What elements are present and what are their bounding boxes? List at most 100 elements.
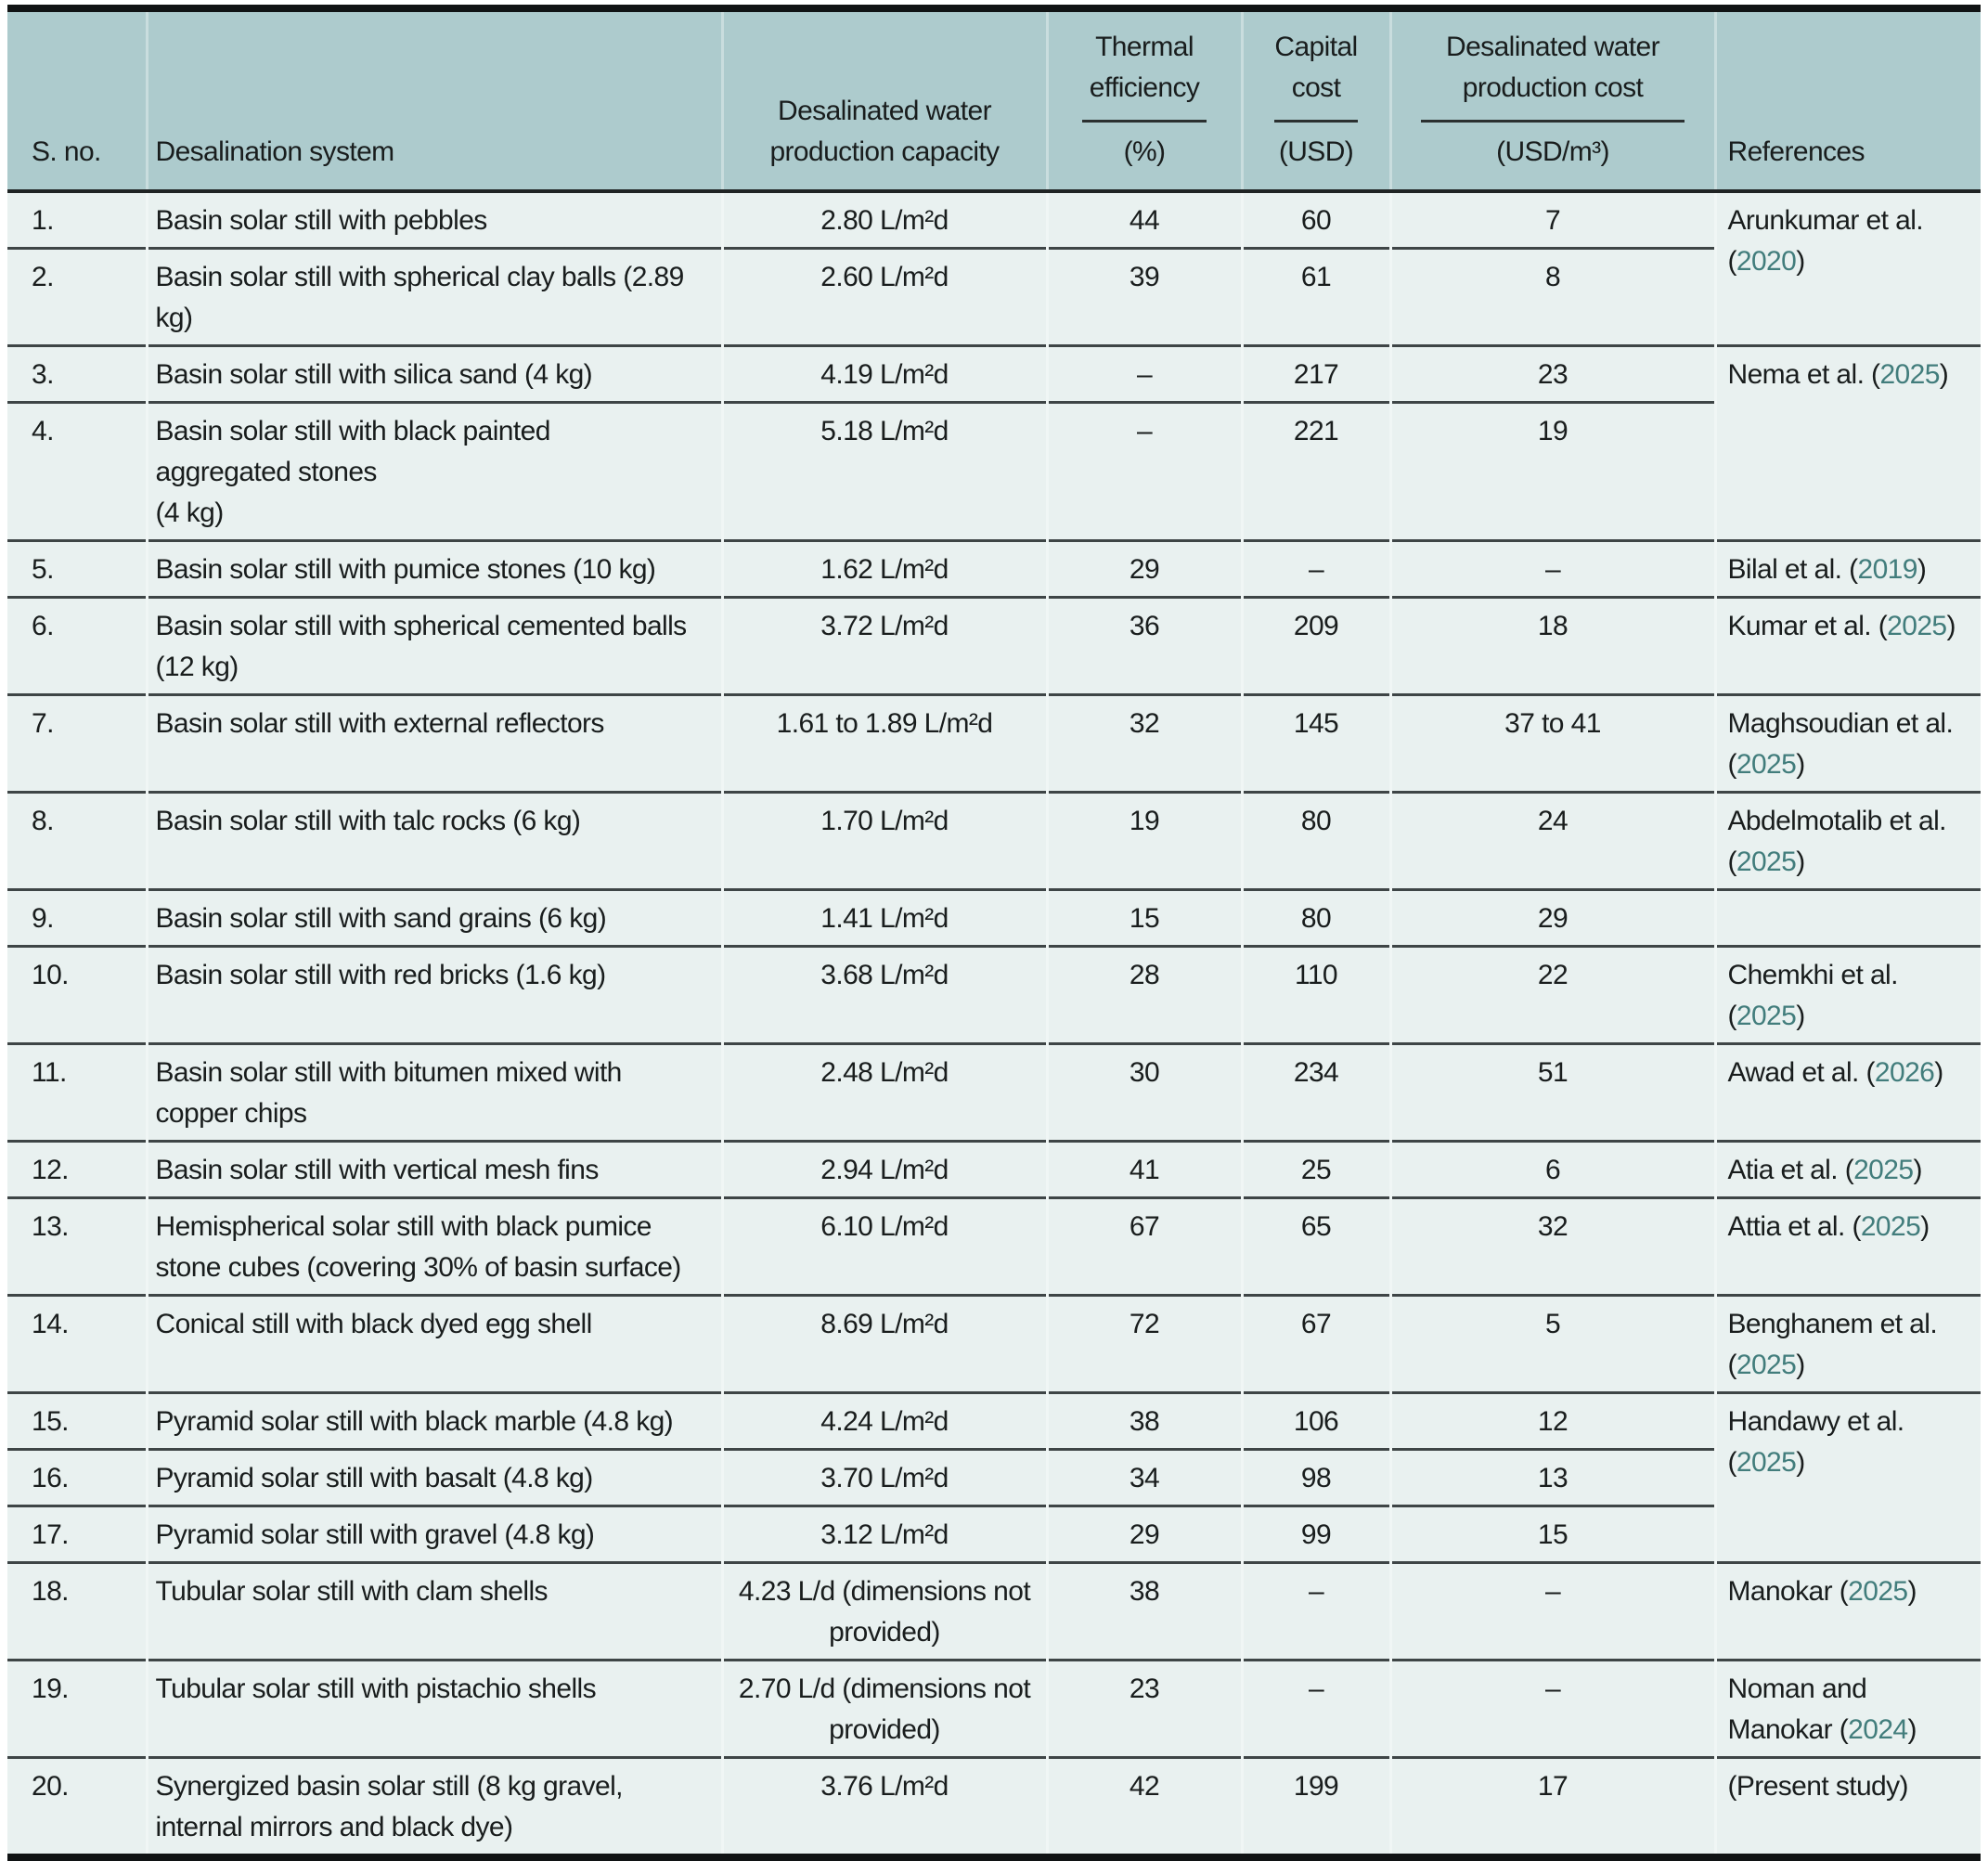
reference-year-link[interactable]: 2019 — [1857, 554, 1918, 585]
row-production-cost: 23 — [1388, 344, 1715, 403]
reference-text: Noman and Manokar ( — [1727, 1674, 1867, 1745]
row-production-cost: 17 — [1388, 1756, 1715, 1857]
reference-year-link[interactable]: 2025 — [1853, 1155, 1914, 1185]
row-sno: 8. — [7, 791, 147, 890]
row-system: Basin solar still with pumice stones (10… — [145, 539, 722, 598]
column-header-label: Desalinated water production cost — [1446, 32, 1660, 103]
row-sno: 6. — [7, 596, 147, 695]
reference-year-link[interactable]: 2025 — [1887, 611, 1947, 641]
row-reference: Arunkumar et al. (2020) — [1713, 191, 1981, 346]
row-capital-cost: 217 — [1240, 344, 1390, 403]
row-system: Basin solar still with black painted agg… — [145, 401, 722, 541]
row-production-cost: 5 — [1388, 1294, 1715, 1393]
row-production-cost: 12 — [1388, 1391, 1715, 1450]
column-header-references: References — [1713, 8, 1981, 193]
reference-text: (Present study) — [1727, 1771, 1909, 1802]
row-thermal-efficiency: 36 — [1045, 596, 1242, 695]
reference-year-link[interactable]: 2025 — [1736, 1001, 1797, 1031]
row-sno: 19. — [7, 1659, 147, 1758]
reference-year-link[interactable]: 2025 — [1736, 1350, 1797, 1380]
reference-year-link[interactable]: 2025 — [1736, 847, 1797, 877]
row-capacity: 5.18 L/m²d — [720, 401, 1047, 541]
row-capacity: 3.76 L/m²d — [720, 1756, 1047, 1857]
reference-text: Nema et al. ( — [1727, 359, 1881, 390]
row-reference: Awad et al. (2026) — [1713, 1042, 1981, 1142]
row-reference: Chemkhi et al. (2025) — [1713, 945, 1981, 1044]
row-capital-cost: 67 — [1240, 1294, 1390, 1393]
row-capacity: 2.70 L/d (dimensions not provided) — [720, 1659, 1047, 1758]
row-sno: 3. — [7, 344, 147, 403]
column-header-unit: (USD/m³) — [1496, 136, 1609, 167]
reference-year-link[interactable]: 2025 — [1736, 1447, 1797, 1478]
reference-text: ) — [1920, 1211, 1930, 1242]
row-capacity: 3.70 L/m²d — [720, 1448, 1047, 1506]
row-sno: 16. — [7, 1448, 147, 1506]
row-production-cost: 8 — [1388, 247, 1715, 346]
table-row: 11. Basin solar still with bitumen mixed… — [7, 1042, 1981, 1142]
table-header: S. no. Desalination system Desalinated w… — [7, 8, 1981, 193]
row-system: Basin solar still with external reflecto… — [145, 693, 722, 793]
row-capacity: 3.12 L/m²d — [720, 1505, 1047, 1563]
table-row: 18. Tubular solar still with clam shells… — [7, 1561, 1981, 1661]
reference-year-link[interactable]: 2025 — [1848, 1576, 1908, 1607]
row-capacity: 2.94 L/m²d — [720, 1140, 1047, 1198]
row-sno: 7. — [7, 693, 147, 793]
row-production-cost: 6 — [1388, 1140, 1715, 1198]
row-reference — [1713, 888, 1981, 947]
row-production-cost: – — [1388, 1561, 1715, 1661]
row-thermal-efficiency: 15 — [1045, 888, 1242, 947]
row-reference: Atia et al. (2025) — [1713, 1140, 1981, 1198]
reference-text: Abdelmotalib et al. ( — [1727, 806, 1947, 877]
column-header-system: Desalination system — [145, 8, 722, 193]
reference-text: Atia et al. ( — [1727, 1155, 1854, 1185]
reference-year-link[interactable]: 2025 — [1736, 749, 1797, 780]
row-thermal-efficiency: 29 — [1045, 539, 1242, 598]
reference-text: ) — [1934, 1057, 1943, 1088]
reference-text: Attia et al. ( — [1727, 1211, 1862, 1242]
row-system: Basin solar still with red bricks (1.6 k… — [145, 945, 722, 1044]
row-capacity: 2.48 L/m²d — [720, 1042, 1047, 1142]
reference-text: ) — [1796, 749, 1805, 780]
row-production-cost: 24 — [1388, 791, 1715, 890]
reference-text: ) — [1946, 611, 1956, 641]
row-capital-cost: – — [1240, 1659, 1390, 1758]
row-reference: Manokar (2025) — [1713, 1561, 1981, 1661]
reference-year-link[interactable]: 2024 — [1848, 1714, 1908, 1745]
row-system: Basin solar still with silica sand (4 kg… — [145, 344, 722, 403]
reference-text: Bilal et al. ( — [1727, 554, 1859, 585]
row-capacity: 1.70 L/m²d — [720, 791, 1047, 890]
reference-text: ) — [1907, 1714, 1917, 1745]
column-header-capacity: Desalinated water production capacity — [720, 8, 1047, 193]
row-sno: 2. — [7, 247, 147, 346]
row-capacity: 3.72 L/m²d — [720, 596, 1047, 695]
reference-text: Benghanem et al. ( — [1727, 1309, 1938, 1380]
row-capital-cost: 234 — [1240, 1042, 1390, 1142]
row-sno: 5. — [7, 539, 147, 598]
row-sno: 15. — [7, 1391, 147, 1450]
table-row: 15. Pyramid solar still with black marbl… — [7, 1391, 1981, 1563]
table-row: 7. Basin solar still with external refle… — [7, 693, 1981, 793]
row-system: Pyramid solar still with black marble (4… — [145, 1391, 722, 1450]
row-system: Basin solar still with vertical mesh fin… — [145, 1140, 722, 1198]
row-reference: Benghanem et al. (2025) — [1713, 1294, 1981, 1393]
row-system: Basin solar still with spherical cemente… — [145, 596, 722, 695]
reference-year-link[interactable]: 2020 — [1736, 246, 1797, 277]
row-system: Basin solar still with spherical clay ba… — [145, 247, 722, 346]
reference-text: Awad et al. ( — [1727, 1057, 1876, 1088]
row-capacity: 6.10 L/m²d — [720, 1196, 1047, 1296]
reference-year-link[interactable]: 2025 — [1860, 1211, 1921, 1242]
reference-text: ) — [1939, 359, 1949, 390]
row-system: Tubular solar still with pistachio shell… — [145, 1659, 722, 1758]
reference-year-link[interactable]: 2025 — [1879, 359, 1940, 390]
row-thermal-efficiency: 23 — [1045, 1659, 1242, 1758]
table-row: 6. Basin solar still with spherical ceme… — [7, 596, 1981, 695]
table-row: 17. Pyramid solar still with gravel (4.8… — [7, 1505, 1981, 1563]
table-row: 13. Hemispherical solar still with black… — [7, 1196, 1981, 1296]
reference-text: ) — [1796, 847, 1805, 877]
row-capital-cost: 99 — [1240, 1505, 1390, 1563]
row-production-cost: 22 — [1388, 945, 1715, 1044]
row-reference: Noman and Manokar (2024) — [1713, 1659, 1981, 1758]
reference-year-link[interactable]: 2026 — [1874, 1057, 1935, 1088]
row-sno: 10. — [7, 945, 147, 1044]
column-header-sno: S. no. — [7, 8, 147, 193]
